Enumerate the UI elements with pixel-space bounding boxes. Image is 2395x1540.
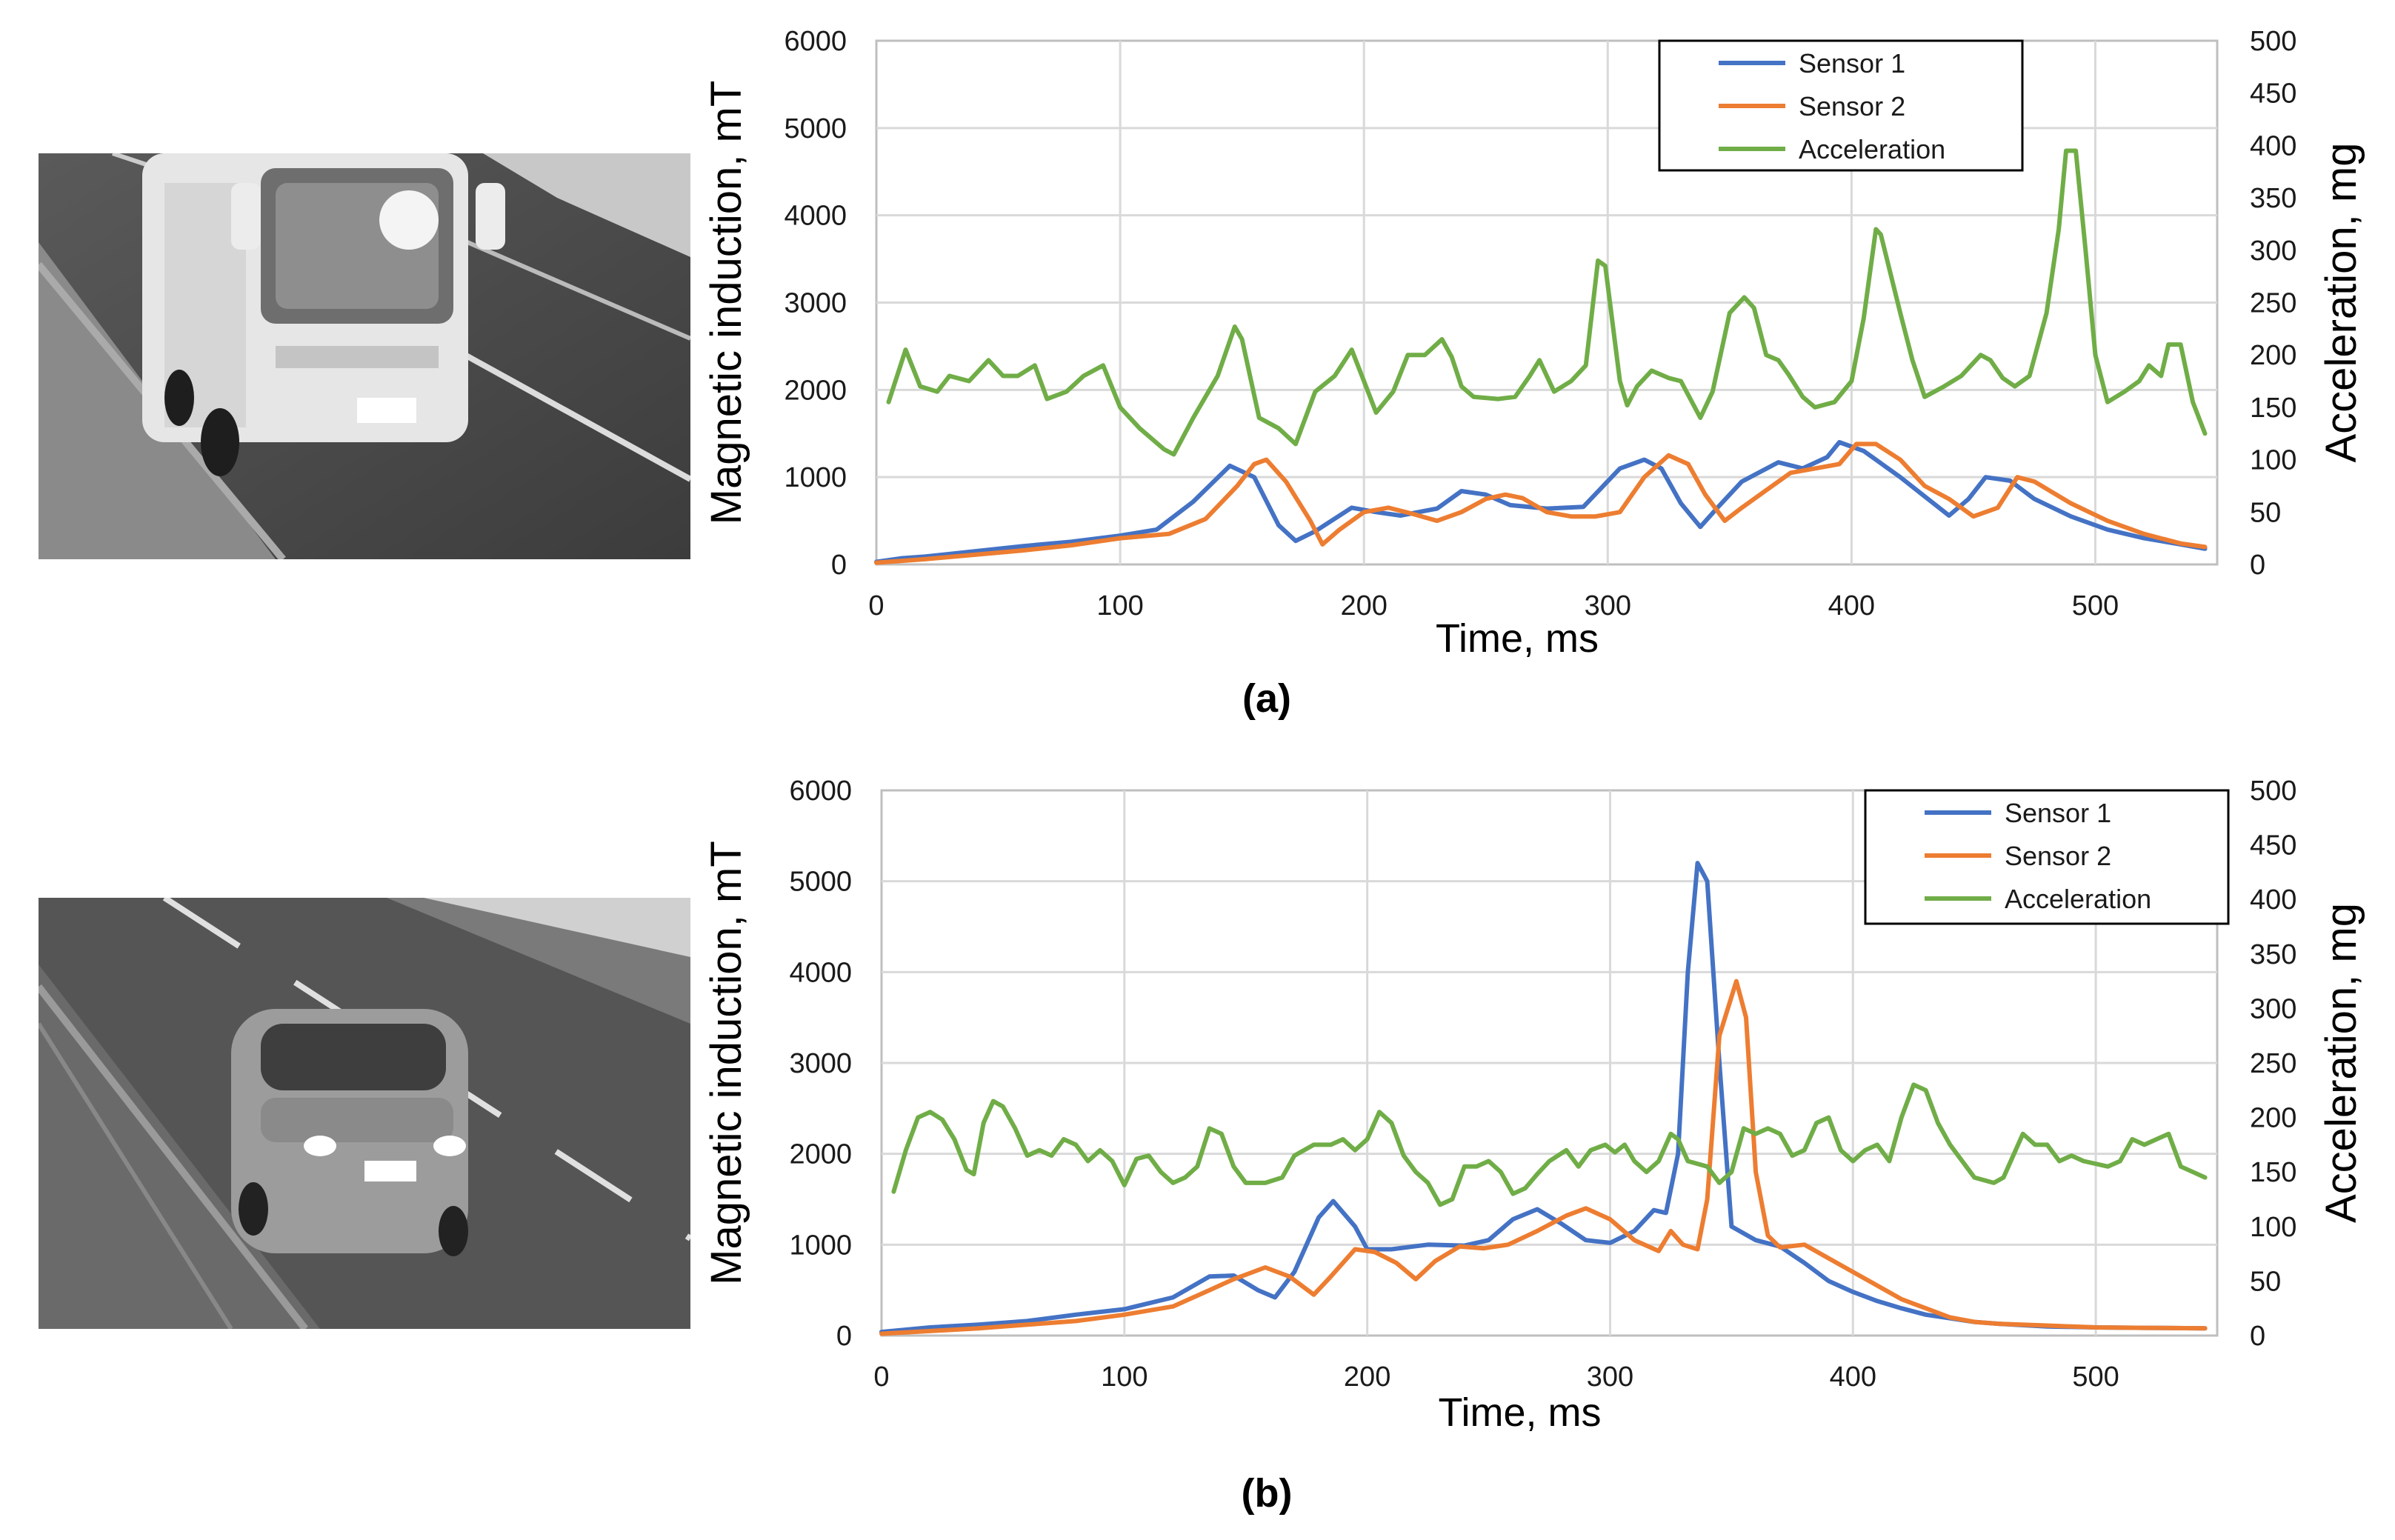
chartb-y2label: Acceleration, mg xyxy=(2317,903,2365,1223)
chartb-xtick-100: 100 xyxy=(1101,1361,1147,1393)
chartb-xtick-200: 200 xyxy=(1344,1361,1390,1393)
chartb-y2tick-200: 200 xyxy=(2250,1103,2296,1134)
charta-xtick-300: 300 xyxy=(1585,590,1631,621)
charta-series-sensor-1 xyxy=(874,440,2208,564)
chartb-ytick-4000: 4000 xyxy=(789,957,852,988)
charta-y2label: Acceleration, mg xyxy=(2317,143,2365,463)
charta-y2tick-100: 100 xyxy=(2250,445,2296,476)
charta-y2tick-300: 300 xyxy=(2250,236,2296,267)
chartb-y2tick-500: 500 xyxy=(2250,776,2296,807)
chartb-legend-label-3: Acceleration xyxy=(2005,884,2151,914)
charta-ytick-5000: 5000 xyxy=(784,113,847,144)
car-photo xyxy=(39,898,690,1329)
charta-series-sensor-2 xyxy=(874,441,2208,565)
charta-legend-label-2: Sensor 2 xyxy=(1799,91,1905,121)
charta-y2tick-500: 500 xyxy=(2250,26,2296,57)
chartb-ytick-6000: 6000 xyxy=(789,776,852,807)
chartb-y2tick-300: 300 xyxy=(2250,993,2296,1024)
charta-xtick-500: 500 xyxy=(2072,590,2119,621)
charta-y2tick-50: 50 xyxy=(2250,497,2281,528)
charta-xtick-200: 200 xyxy=(1340,590,1387,621)
charta-ytick-1000: 1000 xyxy=(784,462,847,493)
chartb-series-sensor-2 xyxy=(879,979,2208,1336)
chartb-y2tick-350: 350 xyxy=(2250,939,2296,970)
chartb-ytick-3000: 3000 xyxy=(789,1048,852,1079)
charta-ylabel: Magnetic induction, mT xyxy=(702,81,750,525)
charta-legend-label-3: Acceleration xyxy=(1799,134,1945,164)
chartb-y2tick-100: 100 xyxy=(2250,1212,2296,1243)
charta-xtick-400: 400 xyxy=(1828,590,1875,621)
charta-y2tick-200: 200 xyxy=(2250,340,2296,371)
chartb-ytick-0: 0 xyxy=(836,1321,852,1352)
charta-series-acceleration xyxy=(886,148,2208,457)
chartb-xlabel: Time, ms xyxy=(1439,1390,1602,1435)
chartb-xtick-500: 500 xyxy=(2072,1361,2119,1393)
caption-b: (b) xyxy=(1241,1471,1293,1516)
bus-photo xyxy=(39,153,690,559)
charta-y2tick-400: 400 xyxy=(2250,130,2296,161)
chartb-xtick-300: 300 xyxy=(1587,1361,1633,1393)
charta-ytick-0: 0 xyxy=(831,550,847,581)
chartb-xtick-400: 400 xyxy=(1830,1361,1876,1393)
chartb-y2tick-450: 450 xyxy=(2250,830,2296,861)
charta-y2tick-350: 350 xyxy=(2250,183,2296,214)
chartb-y2tick-250: 250 xyxy=(2250,1048,2296,1079)
charta-ytick-3000: 3000 xyxy=(784,288,847,319)
chartb-y2tick-0: 0 xyxy=(2250,1321,2265,1352)
chartb-y2tick-150: 150 xyxy=(2250,1157,2296,1188)
chartb-ylabel: Magnetic induction, mT xyxy=(702,841,750,1285)
charta-y2tick-450: 450 xyxy=(2250,79,2296,110)
chartb-ytick-5000: 5000 xyxy=(789,867,852,898)
chartb-ytick-1000: 1000 xyxy=(789,1230,852,1261)
charta-legend-label-1: Sensor 1 xyxy=(1799,48,1905,79)
charta-ytick-6000: 6000 xyxy=(784,26,847,57)
charta-xtick-100: 100 xyxy=(1096,590,1143,621)
chartb-y2tick-50: 50 xyxy=(2250,1266,2281,1297)
caption-a: (a) xyxy=(1242,676,1291,721)
chartb-series-sensor-1 xyxy=(879,861,2208,1335)
chartb-y2tick-400: 400 xyxy=(2250,884,2296,916)
chartb-legend-label-1: Sensor 1 xyxy=(2005,798,2111,828)
charta-xtick-0: 0 xyxy=(868,590,884,621)
chartb-ytick-2000: 2000 xyxy=(789,1139,852,1170)
charta-y2tick-0: 0 xyxy=(2250,550,2265,581)
chartb-xtick-0: 0 xyxy=(873,1361,889,1393)
chartb-series-acceleration xyxy=(891,1082,2208,1207)
charta-xlabel: Time, ms xyxy=(1436,616,1599,661)
chartb-legend-label-2: Sensor 2 xyxy=(2005,841,2111,871)
charta-y2tick-250: 250 xyxy=(2250,288,2296,319)
charta-y2tick-150: 150 xyxy=(2250,393,2296,424)
charta-ytick-2000: 2000 xyxy=(784,375,847,406)
charta-ytick-4000: 4000 xyxy=(784,201,847,232)
